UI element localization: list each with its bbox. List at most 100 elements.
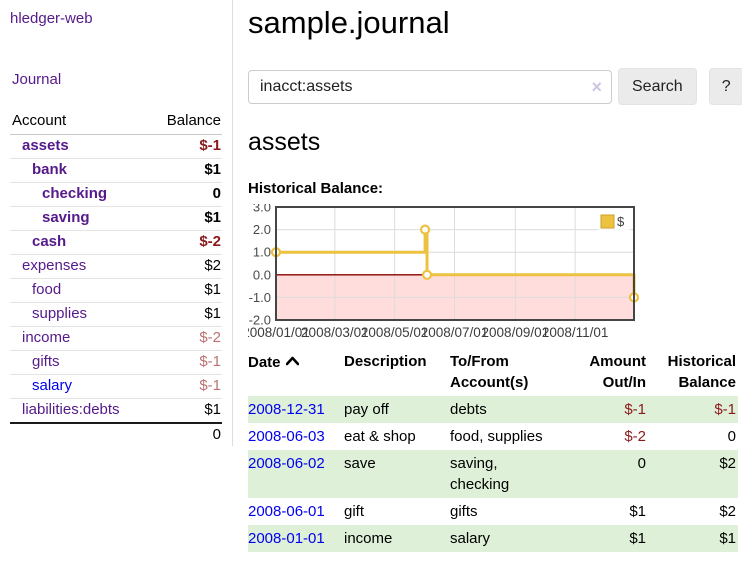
- account-balance: 0: [149, 182, 222, 207]
- svg-text:2008/01/01: 2008/01/01: [248, 325, 310, 340]
- register-col-balance: Historical Balance: [667, 353, 736, 391]
- svg-text:3.0: 3.0: [253, 204, 271, 215]
- transaction-accounts: debts: [450, 401, 487, 418]
- account-link-expenses[interactable]: expenses: [22, 257, 87, 274]
- transaction-date-link[interactable]: 2008-01-01: [248, 530, 325, 547]
- account-balance: $1: [149, 158, 222, 183]
- transaction-amount: 0: [637, 455, 646, 472]
- transaction-description: pay off: [344, 401, 389, 418]
- transaction-description: income: [344, 530, 393, 547]
- search-button[interactable]: Search: [618, 68, 697, 105]
- search-form: × Search ?: [248, 68, 742, 105]
- transaction-balance: 0: [727, 428, 736, 445]
- account-row: food $1: [10, 278, 222, 303]
- transaction-accounts: salary: [450, 530, 491, 547]
- svg-text:$: $: [617, 214, 625, 229]
- help-button[interactable]: ?: [708, 68, 742, 105]
- account-link-supplies[interactable]: supplies: [32, 305, 88, 322]
- account-row: supplies $1: [10, 302, 222, 327]
- svg-text:2.0: 2.0: [253, 222, 271, 237]
- transaction-amount: $-2: [624, 428, 646, 445]
- register-header-row: Date Description To/From Account(s) Amou…: [248, 348, 738, 396]
- account-link-bank[interactable]: bank: [32, 161, 68, 178]
- svg-text:2008/09/01: 2008/09/01: [482, 325, 550, 340]
- account-link-food[interactable]: food: [32, 281, 62, 298]
- account-row: gifts $-1: [10, 350, 222, 375]
- account-link-liabilities-debts[interactable]: liabilities:debts: [22, 401, 120, 418]
- page-title: sample.journal: [248, 5, 450, 40]
- svg-text:2008/03/01: 2008/03/01: [301, 325, 369, 340]
- transaction-accounts: saving, checking: [450, 455, 510, 493]
- register-col-date: Date: [248, 348, 344, 396]
- accounts-total-row: 0: [10, 422, 222, 447]
- svg-text:-2.0: -2.0: [249, 313, 271, 328]
- account-link-income[interactable]: income: [22, 329, 71, 346]
- svg-text:2008/07/01: 2008/07/01: [421, 325, 489, 340]
- transaction-date-link[interactable]: 2008-06-01: [248, 503, 325, 520]
- register-row: 2008-06-01 gift gifts $1 $2: [248, 498, 738, 525]
- transaction-description: eat & shop: [344, 428, 416, 445]
- account-link-saving[interactable]: saving: [42, 209, 90, 226]
- app-brand-link[interactable]: hledger-web: [10, 10, 93, 27]
- account-row: cash $-2: [10, 230, 222, 255]
- account-link-cash[interactable]: cash: [32, 233, 67, 250]
- account-balance: $1: [149, 302, 222, 327]
- sidebar-item-journal[interactable]: Journal: [12, 71, 62, 88]
- transaction-balance: $2: [719, 455, 736, 472]
- account-row: liabilities:debts $1: [10, 398, 222, 423]
- clear-search-icon[interactable]: ×: [591, 76, 602, 97]
- transaction-amount: $-1: [624, 401, 646, 418]
- register-col-description: Description: [344, 353, 427, 370]
- transaction-date-link[interactable]: 2008-06-02: [248, 455, 325, 472]
- transaction-description: gift: [344, 503, 365, 520]
- transaction-balance: $2: [719, 503, 736, 520]
- register-row: 2008-01-01 income salary $1 $1: [248, 525, 738, 552]
- transaction-date-link[interactable]: 2008-06-03: [248, 428, 325, 445]
- main-content: sample.journal × Search ? assets Histori…: [248, 0, 742, 552]
- register-row: 2008-06-02 save saving, checking 0 $2: [248, 450, 738, 498]
- search-input[interactable]: [248, 69, 612, 104]
- historical-balance-chart: $3.0 2.0 1.0 0.0 -1.0 -2.0 2008/01/01 2008/03/0…: [248, 204, 738, 344]
- svg-text:2008/11/01: 2008/11/01: [542, 325, 609, 340]
- register-row: 2008-06-03 eat & shop food, supplies $-2 0: [248, 423, 738, 450]
- account-row: checking 0: [10, 182, 222, 207]
- account-row: bank $1: [10, 158, 222, 183]
- transaction-accounts: food, supplies: [450, 428, 543, 445]
- account-link-salary[interactable]: salary: [32, 377, 73, 394]
- register-row: 2008-12-31 pay off debts $-1 $-1: [248, 396, 738, 423]
- register-col-amount: Amount Out/In: [589, 353, 646, 391]
- account-row: assets $-1: [10, 135, 222, 159]
- sidebar: hledger-web Journal Account Balance asse…: [0, 0, 233, 447]
- accounts-col-balance: Balance: [149, 108, 222, 135]
- account-row: expenses $2: [10, 254, 222, 279]
- account-balance: $2: [149, 254, 222, 279]
- account-balance: $-1: [149, 350, 222, 375]
- account-row: saving $1: [10, 206, 222, 231]
- account-balance: $-2: [149, 230, 222, 255]
- account-link-gifts[interactable]: gifts: [32, 353, 60, 370]
- svg-text:-1.0: -1.0: [249, 290, 271, 305]
- account-balance: $1: [149, 398, 222, 423]
- chart-heading: Historical Balance:: [248, 180, 384, 197]
- svg-text:0.0: 0.0: [253, 267, 271, 282]
- account-balance: $1: [149, 278, 222, 303]
- transaction-amount: $1: [629, 503, 646, 520]
- accounts-table: Account Balance assets $-1 bank $1 checking 0…: [10, 108, 222, 447]
- account-row: salary $-1: [10, 374, 222, 399]
- account-link-checking[interactable]: checking: [42, 185, 108, 202]
- register-col-accounts: To/From Account(s): [450, 353, 529, 391]
- svg-text:1.0: 1.0: [253, 245, 271, 260]
- account-balance: $-1: [149, 374, 222, 399]
- svg-text:2008/05/01: 2008/05/01: [361, 325, 429, 340]
- chart-canvas: $3.0 2.0 1.0 0.0 -1.0 -2.02008/01/012008/03/0…: [248, 204, 640, 340]
- account-heading: assets: [248, 128, 321, 156]
- account-link-assets[interactable]: assets: [22, 137, 69, 154]
- transaction-balance: $-1: [714, 401, 736, 418]
- sort-ascending-icon: [285, 351, 299, 372]
- transaction-amount: $1: [629, 530, 646, 547]
- account-balance: $1: [149, 206, 222, 231]
- transaction-balance: $1: [719, 530, 736, 547]
- transaction-date-link[interactable]: 2008-12-31: [248, 401, 325, 418]
- account-balance: $-2: [149, 326, 222, 351]
- accounts-total: 0: [149, 422, 222, 447]
